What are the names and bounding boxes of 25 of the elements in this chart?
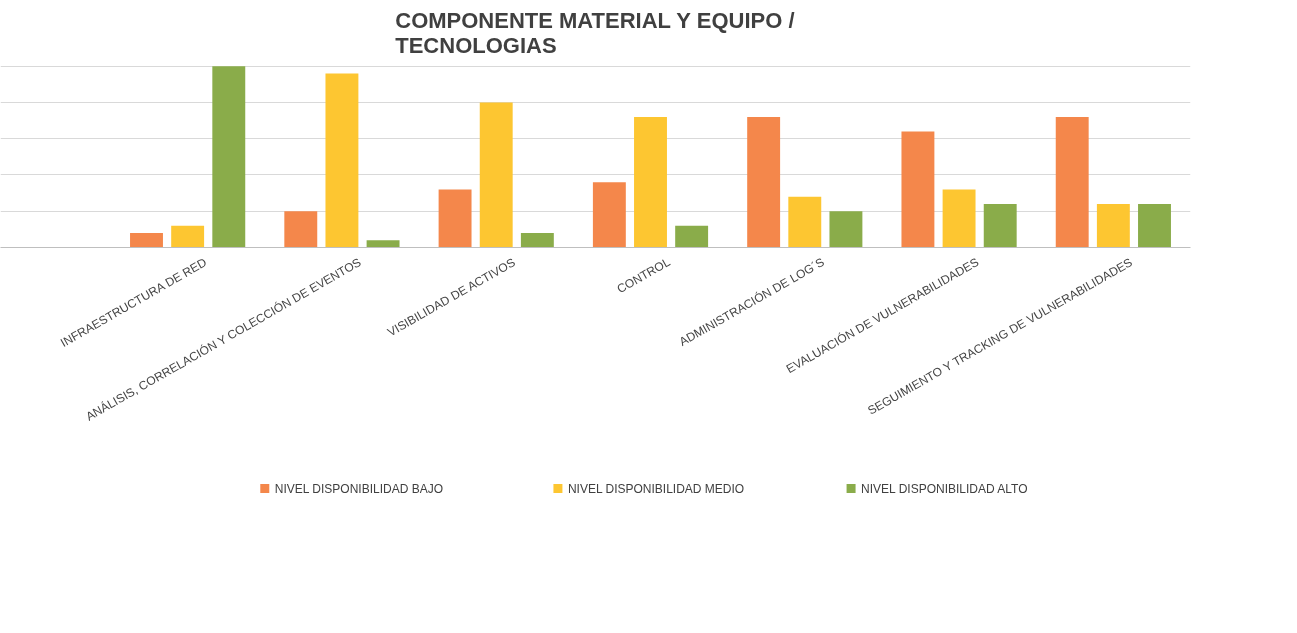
legend-label: NIVEL DISPONIBILIDAD BAJO bbox=[274, 481, 444, 496]
bar bbox=[829, 211, 863, 248]
bar bbox=[747, 116, 781, 248]
legend-label: NIVEL DISPONIBILIDAD MEDIO bbox=[567, 481, 745, 496]
bar bbox=[130, 232, 163, 248]
bar bbox=[366, 240, 400, 248]
bar bbox=[479, 102, 513, 248]
bar bbox=[1138, 203, 1171, 248]
bar bbox=[438, 189, 472, 248]
bar bbox=[942, 189, 976, 248]
bar bbox=[1055, 116, 1089, 248]
bar bbox=[634, 116, 667, 248]
bar bbox=[592, 182, 626, 248]
bar bbox=[788, 196, 822, 248]
bar bbox=[675, 225, 709, 248]
bar bbox=[983, 203, 1017, 248]
chart-title: COMPONENTE MATERIAL Y EQUIPO / TECNOLOGIAS bbox=[395, 7, 795, 58]
bar bbox=[284, 211, 318, 248]
bar bbox=[1096, 203, 1130, 248]
bar bbox=[901, 131, 935, 248]
bar bbox=[325, 73, 359, 248]
bar bbox=[520, 232, 554, 248]
legend-label: NIVEL DISPONIBILIDAD ALTO bbox=[861, 481, 1028, 496]
bar bbox=[171, 225, 205, 248]
bar bbox=[212, 66, 246, 248]
